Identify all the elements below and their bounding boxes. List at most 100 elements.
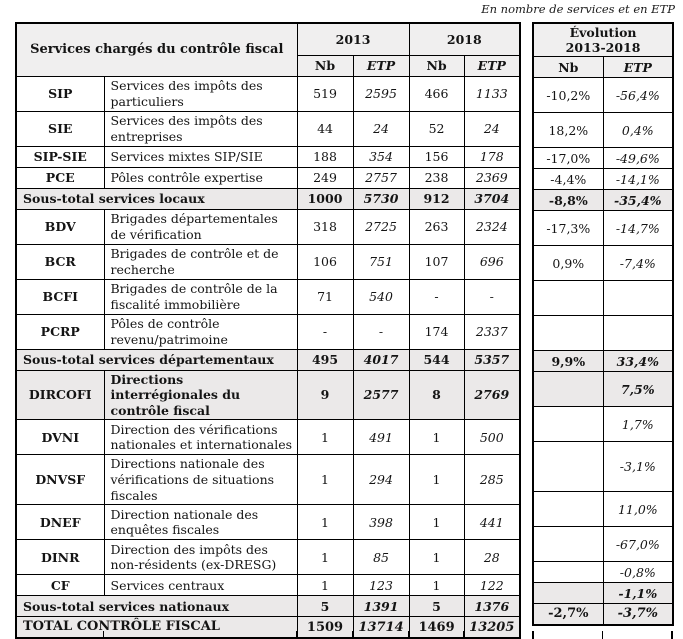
cell-etp-2018: 2769 xyxy=(463,369,521,421)
cell-etp-2013: 398 xyxy=(352,504,410,541)
cell-nb-2013: 71 xyxy=(296,278,354,315)
row-label: Services des impôts des particuliers xyxy=(103,75,298,112)
row-acronym: BDV xyxy=(15,208,105,245)
summary-row: Sous-total services locaux 1000 5730 912 370… xyxy=(15,187,521,210)
cell-evolution-nb: -10,2% xyxy=(532,77,604,113)
evolution-row xyxy=(532,315,674,351)
table-row: SIP Services des impôts des particuliers 5… xyxy=(15,75,521,112)
table-row: PCRP Pôles de contrôle revenu/patrimoine -… xyxy=(15,313,521,350)
cell-evolution-nb xyxy=(532,406,604,442)
cell-etp-2013: 1391 xyxy=(352,595,410,618)
row-acronym: DIRCOFI xyxy=(15,369,105,421)
cell-etp-2013: 491 xyxy=(352,419,410,456)
cell-nb-2013: 1000 xyxy=(296,187,354,210)
table-row: BCFI Brigades de contrôle de la fiscalité… xyxy=(15,278,521,315)
table-row: DNEF Direction nationale des enquêtes fis… xyxy=(15,504,521,541)
row-label: Pôles contrôle expertise xyxy=(103,166,298,189)
row-label: Direction des vérifications nationales e… xyxy=(103,419,298,456)
cell-etp-2018: 5357 xyxy=(463,348,521,371)
cell-etp-2018: 285 xyxy=(463,454,521,506)
summary-row: TOTAL CONTRÔLE FISCAL 1509 13714 1469 13205 xyxy=(15,616,521,639)
row-label: Pôles de contrôle revenu/patrimoine xyxy=(103,313,298,350)
cell-etp-2018: 28 xyxy=(463,539,521,576)
row-label: Brigades départementales de vérification xyxy=(103,208,298,245)
cell-evolution-etp: -67,0% xyxy=(602,526,674,562)
cell-evolution-nb: -4,4% xyxy=(532,168,604,190)
cell-evolution-nb: 18,2% xyxy=(532,112,604,148)
cell-etp-2018: 696 xyxy=(463,243,521,280)
cell-nb-2018: 1 xyxy=(408,574,465,597)
cell-nb-2013: 44 xyxy=(296,110,354,147)
cell-evolution-etp: -49,6% xyxy=(602,147,674,169)
row-label: Directions nationale des vérifications d… xyxy=(103,454,298,506)
cell-evolution-etp xyxy=(602,280,674,316)
cell-etp-2013: 13714 xyxy=(352,616,410,639)
evolution-summary-row: -2,7% -3,7% xyxy=(532,603,674,625)
cell-nb-2018: 1469 xyxy=(408,616,465,639)
cell-nb-2018: 52 xyxy=(408,110,465,147)
cell-nb-2013: 495 xyxy=(296,348,354,371)
row-acronym: DVNI xyxy=(15,419,105,456)
evolution-summary-row: -1,1% xyxy=(532,582,674,604)
table-row: SIE Services des impôts des entreprises 44… xyxy=(15,110,521,147)
cell-evolution-nb xyxy=(532,582,604,604)
evolution-row xyxy=(532,280,674,316)
row-label: Services des impôts des entreprises xyxy=(103,110,298,147)
row-acronym: DNEF xyxy=(15,504,105,541)
cell-nb-2013: 9 xyxy=(296,369,354,421)
cell-evolution-nb: 0,9% xyxy=(532,245,604,281)
header-row-measures: Nb ETP Nb ETP xyxy=(16,54,521,77)
evolution-row: 18,2% 0,4% xyxy=(532,112,674,148)
cell-evolution-etp: 7,5% xyxy=(602,371,674,407)
cell-evolution-etp: 0,4% xyxy=(602,112,674,148)
cell-etp-2013: 751 xyxy=(352,243,410,280)
cell-evolution-nb xyxy=(532,315,604,351)
table-caption: En nombre de services et en ETP xyxy=(481,2,675,16)
evolution-table: Évolution 2013-2018 Nb ETP -10,2% -56,4% 1… xyxy=(532,22,675,626)
column-header-etp-2018: ETP xyxy=(463,54,521,77)
row-acronym: SIE xyxy=(15,110,105,147)
cell-evolution-etp: -56,4% xyxy=(602,77,674,113)
cell-etp-2018: - xyxy=(463,278,521,315)
cell-evolution-etp xyxy=(602,315,674,351)
cell-evolution-nb xyxy=(532,280,604,316)
cell-etp-2018: 500 xyxy=(463,419,521,456)
evolution-header-row: Évolution 2013-2018 xyxy=(532,22,674,57)
row-label: Directions interrégionales du contrôle f… xyxy=(103,369,298,421)
row-acronym: PCE xyxy=(15,166,105,189)
cell-nb-2018: 8 xyxy=(408,369,465,421)
cell-evolution-nb xyxy=(532,561,604,583)
evolution-row: -0,8% xyxy=(532,561,674,583)
row-acronym: BCFI xyxy=(15,278,105,315)
row-acronym: SIP-SIE xyxy=(15,145,105,168)
cell-nb-2018: 544 xyxy=(408,348,465,371)
cell-evolution-etp: -7,4% xyxy=(602,245,674,281)
cell-etp-2013: 2595 xyxy=(352,75,410,112)
cell-etp-2018: 441 xyxy=(463,504,521,541)
table-row: SIP-SIE Services mixtes SIP/SIE 188 354 156 1… xyxy=(15,145,521,168)
cell-nb-2018: - xyxy=(408,278,465,315)
table-row: BCR Brigades de contrôle et de recherche 1… xyxy=(15,243,521,280)
cell-nb-2013: 1509 xyxy=(296,616,354,639)
row-acronym: PCRP xyxy=(15,313,105,350)
cell-etp-2013: 540 xyxy=(352,278,410,315)
cell-nb-2018: 107 xyxy=(408,243,465,280)
cell-etp-2013: 354 xyxy=(352,145,410,168)
row-acronym: DNVSF xyxy=(15,454,105,506)
cell-etp-2013: 123 xyxy=(352,574,410,597)
cell-etp-2013: - xyxy=(352,313,410,350)
cell-nb-2018: 1 xyxy=(408,539,465,576)
cell-evolution-nb xyxy=(532,371,604,407)
cell-nb-2013: 106 xyxy=(296,243,354,280)
cell-etp-2018: 1376 xyxy=(463,595,521,618)
cell-etp-2018: 178 xyxy=(463,145,521,168)
evolution-row: 1,7% xyxy=(532,406,674,442)
cell-nb-2018: 156 xyxy=(408,145,465,168)
evolution-row: 11,0% xyxy=(532,491,674,527)
cell-nb-2013: 188 xyxy=(296,145,354,168)
row-label: Services centraux xyxy=(103,574,298,597)
cell-nb-2018: 466 xyxy=(408,75,465,112)
cell-etp-2013: 4017 xyxy=(352,348,410,371)
cell-evolution-etp: 33,4% xyxy=(602,350,674,372)
cell-etp-2018: 2369 xyxy=(463,166,521,189)
